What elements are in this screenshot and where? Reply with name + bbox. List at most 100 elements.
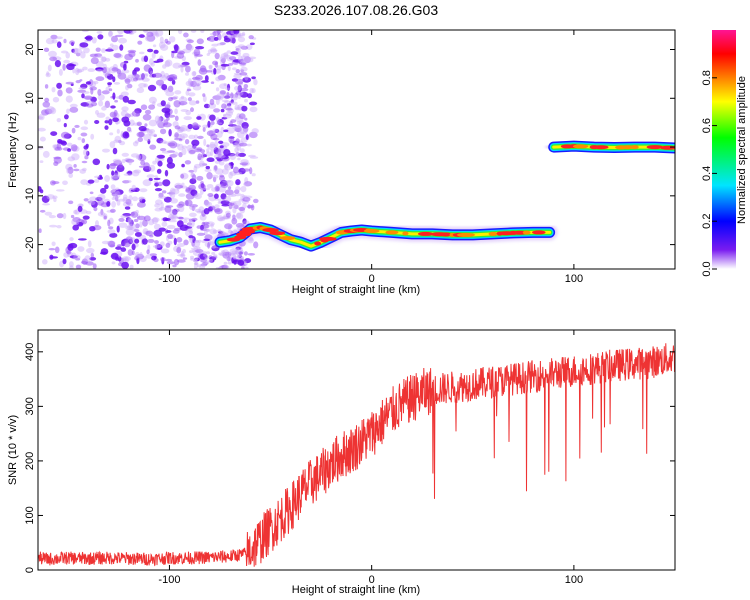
noise-blob <box>160 128 167 135</box>
noise-blob <box>247 93 252 99</box>
noise-blob <box>87 200 94 204</box>
noise-blob <box>166 192 176 195</box>
noise-blob <box>93 80 99 85</box>
noise-blob <box>48 50 57 58</box>
noise-blob <box>199 65 207 73</box>
noise-blob <box>112 92 116 100</box>
noise-blob <box>160 202 164 209</box>
noise-blob <box>72 224 79 231</box>
noise-blob <box>105 116 110 121</box>
noise-blob <box>227 186 232 190</box>
noise-blob <box>134 218 139 223</box>
noise-blob <box>63 38 67 44</box>
noise-blob <box>109 232 118 238</box>
noise-blob <box>189 204 197 211</box>
noise-blob <box>223 149 231 157</box>
noise-blob <box>198 232 203 236</box>
noise-blob <box>69 255 78 259</box>
noise-blob <box>206 148 210 153</box>
noise-blob <box>233 166 239 174</box>
noise-blob <box>178 101 188 106</box>
noise-blob <box>170 198 179 204</box>
noise-blob <box>165 230 172 233</box>
noise-blob <box>52 195 58 199</box>
noise-blob <box>100 208 104 216</box>
noise-blob <box>208 35 216 42</box>
noise-blob <box>114 170 118 178</box>
noise-blob <box>239 91 249 98</box>
noise-blob <box>202 251 207 255</box>
noise-blob <box>208 64 213 69</box>
noise-blob <box>220 126 225 134</box>
noise-blob <box>192 71 197 76</box>
noise-blob <box>214 168 224 175</box>
noise-blob <box>152 217 160 223</box>
noise-blob <box>111 175 120 179</box>
noise-blob <box>235 152 241 157</box>
noise-blob <box>49 254 54 260</box>
noise-blob <box>49 224 58 228</box>
noise-blob <box>181 182 185 186</box>
noise-blob <box>238 251 243 255</box>
noise-blob <box>224 163 232 171</box>
noise-blob <box>147 138 151 145</box>
noise-blob <box>238 142 248 147</box>
noise-blob <box>234 249 240 255</box>
noise-blob <box>176 237 183 243</box>
noise-blob <box>181 148 187 156</box>
noise-blob <box>239 58 246 63</box>
noise-blob <box>117 72 127 80</box>
noise-blob <box>102 148 110 153</box>
noise-blob <box>143 83 148 88</box>
noise-blob <box>121 257 127 262</box>
noise-blob <box>216 96 224 99</box>
noise-blob <box>156 120 161 125</box>
noise-blob <box>90 57 99 65</box>
noise-blob <box>190 255 194 259</box>
noise-blob <box>233 33 242 38</box>
noise-blob <box>38 127 46 132</box>
noise-blob <box>66 142 73 147</box>
noise-blob <box>188 45 194 51</box>
noise-blob <box>112 158 122 163</box>
noise-blob <box>206 184 214 189</box>
noise-blob <box>214 61 218 68</box>
noise-blob <box>210 120 215 126</box>
noise-blob <box>178 152 183 158</box>
noise-blob <box>237 55 243 63</box>
noise-blob <box>199 189 204 195</box>
spectrogram-y-label: Frequency (Hz) <box>7 112 19 188</box>
signal-track <box>212 138 675 255</box>
noise-blob <box>65 52 70 59</box>
noise-blob <box>128 195 133 201</box>
noise-blob <box>72 217 81 223</box>
noise-blob <box>166 224 176 230</box>
noise-blob <box>153 229 163 237</box>
noise-blob <box>142 238 148 245</box>
noise-blob <box>83 47 90 54</box>
noise-blob <box>108 118 113 126</box>
noise-blob <box>170 191 176 199</box>
noise-blob <box>230 92 234 99</box>
noise-blob <box>161 107 171 114</box>
noise-blob <box>156 58 164 63</box>
noise-blob <box>147 84 157 92</box>
noise-blob <box>200 149 206 154</box>
noise-blob <box>229 56 237 61</box>
noise-blob <box>167 85 174 93</box>
noise-blob <box>227 261 232 265</box>
noise-blob <box>82 30 89 33</box>
noise-blob <box>232 93 238 101</box>
noise-blob <box>154 207 163 212</box>
noise-blob <box>52 144 57 149</box>
noise-blob <box>131 170 140 177</box>
noise-blob <box>216 130 223 138</box>
noise-blob <box>122 95 129 103</box>
noise-blob <box>112 76 116 83</box>
noise-blob <box>211 174 219 179</box>
noise-blob <box>228 171 233 179</box>
noise-blob <box>42 259 48 265</box>
noise-blob <box>113 82 121 85</box>
noise-blob <box>210 149 214 157</box>
noise-blob <box>78 238 87 241</box>
